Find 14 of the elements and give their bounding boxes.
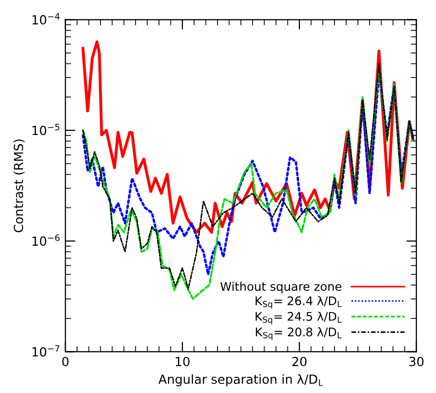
y-tick-label: 10$^{−7}$ [32, 345, 60, 357]
legend-label: Without square zone [220, 282, 342, 294]
y-tick-label: 10$^{−4}$ [32, 13, 60, 24]
x-tick-label: 10 [176, 356, 190, 366]
x-tick-label: 20 [292, 356, 307, 366]
legend-label: K$_{Sq}$= 20.8 λ/D$_{L}$ [256, 327, 342, 340]
legend-label: K$_{Sq}$= 24.5 λ/D$_{L}$ [256, 312, 342, 324]
legend-label: K$_{Sq}$= 26.4 λ/D$_{L}$ [256, 296, 342, 309]
y-axis-title: Contrast (RMS) [14, 139, 25, 232]
x-axis-title: Angular separation in λ/D$_{L}$ [158, 374, 323, 386]
x-tick-label: 0 [62, 356, 69, 366]
y-tick-label: 10$^{−5}$ [32, 124, 60, 136]
y-tick-label: 10$^{−6}$ [32, 234, 60, 246]
x-tick-label: 30 [409, 356, 424, 366]
